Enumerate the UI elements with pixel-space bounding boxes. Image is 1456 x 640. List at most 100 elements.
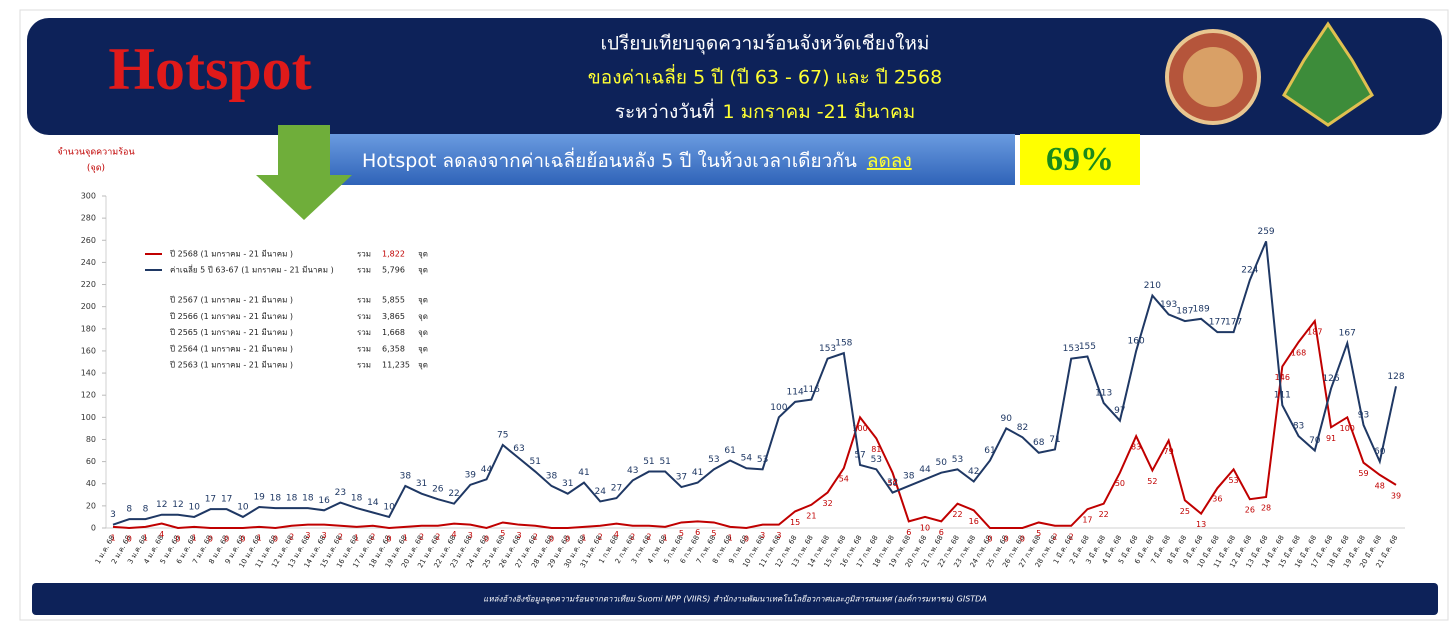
data-label: 2	[370, 532, 375, 541]
data-label: 21	[806, 511, 816, 520]
data-label: 3	[468, 531, 473, 540]
data-label: 31	[562, 479, 573, 489]
y-tick-label: 60	[86, 457, 96, 466]
data-label: 52	[1147, 477, 1157, 486]
y-tick-label: 180	[81, 324, 96, 333]
data-label: 93	[1358, 411, 1369, 421]
data-label: 167	[1339, 329, 1356, 339]
legend-total: 5,855	[382, 296, 405, 305]
data-label: 126	[1322, 374, 1339, 384]
legend-unit: จุด	[418, 312, 428, 321]
legend-unit: จุด	[418, 250, 428, 259]
legend-sum: รวม	[357, 250, 371, 259]
data-label: 38	[903, 471, 915, 481]
legend-label: ค่าเฉลี่ย 5 ปี 63-67 (1 มกราคม - 21 มีนา…	[170, 264, 334, 275]
footer-bg	[32, 583, 1438, 615]
data-label: 6	[695, 528, 700, 537]
data-label: 51	[530, 457, 541, 467]
period-range: 1 มกราคม -21 มีนาคม	[722, 101, 915, 123]
legend-total: 11,235	[382, 361, 410, 370]
data-label: 8	[143, 505, 149, 515]
data-label: 44	[481, 465, 493, 475]
data-label: 60	[1374, 447, 1386, 457]
y-tick-label: 260	[81, 236, 96, 245]
data-label: 146	[1275, 373, 1290, 382]
data-label: 2	[1069, 532, 1074, 541]
y-tick-label: 240	[81, 258, 96, 267]
y-tick-label: 280	[81, 214, 96, 223]
data-label: 158	[835, 339, 852, 349]
data-label: 16	[318, 496, 330, 506]
data-label: 41	[578, 468, 589, 478]
data-label: 0	[1004, 535, 1009, 544]
legend-unit: จุด	[418, 296, 428, 305]
y-tick-label: 80	[86, 435, 96, 444]
legend-label: ปี 2567 (1 มกราคม - 21 มีนาคม )	[169, 296, 293, 305]
data-label: 2	[533, 532, 538, 541]
data-label: 27	[611, 484, 622, 494]
data-label: 79	[1164, 447, 1174, 456]
data-label: 224	[1241, 266, 1258, 276]
data-label: 4	[159, 530, 164, 539]
data-label: 42	[968, 467, 979, 477]
percent-box	[1020, 134, 1140, 185]
y-tick-label: 40	[86, 479, 96, 488]
data-label: 26	[432, 485, 444, 495]
data-label: 2	[1052, 532, 1057, 541]
data-label: 16	[969, 517, 979, 526]
data-label: 71	[1049, 435, 1060, 445]
data-label: 5	[711, 529, 716, 538]
data-label: 155	[1079, 342, 1096, 352]
data-label: 18	[270, 494, 282, 504]
banner-bg	[330, 134, 1015, 185]
legend-label: ปี 2565 (1 มกราคม - 21 มีนาคม )	[169, 328, 293, 337]
data-label: 39	[465, 470, 477, 480]
data-label: 259	[1257, 227, 1274, 237]
legend-label: ปี 2566 (1 มกราคม - 21 มีนาคม )	[169, 312, 293, 321]
data-label: 37	[676, 473, 687, 483]
data-label: 53	[952, 455, 963, 465]
data-label: 100	[1340, 424, 1355, 433]
legend-total: 6,358	[382, 344, 405, 353]
data-label: 32	[822, 499, 832, 508]
data-label: 54	[839, 475, 849, 484]
banner-emphasis: ลดลง	[867, 150, 912, 172]
period-prefix: ระหว่างวันที่	[615, 98, 715, 123]
data-label: 0	[744, 535, 749, 544]
data-label: 1	[354, 533, 359, 542]
data-label: 36	[1212, 495, 1222, 504]
y-tick-label: 100	[81, 413, 96, 422]
data-label: 61	[724, 446, 735, 456]
data-label: 2	[646, 532, 651, 541]
y-tick-label: 140	[81, 369, 96, 378]
data-label: 2	[419, 532, 424, 541]
data-label: 8	[126, 505, 132, 515]
data-label: 43	[627, 466, 638, 476]
data-label: 59	[1358, 469, 1368, 478]
logo: Hotspot	[108, 36, 311, 102]
data-label: 97	[1114, 406, 1125, 416]
data-label: 6	[939, 528, 944, 537]
data-label: 50	[887, 479, 897, 488]
data-label: 3	[776, 531, 781, 540]
data-label: 189	[1193, 304, 1210, 314]
data-label: 0	[987, 535, 992, 544]
period: ระหว่างวันที่ 1 มกราคม -21 มีนาคม	[615, 98, 916, 123]
data-label: 177	[1209, 318, 1226, 328]
data-label: 6	[906, 528, 911, 537]
data-label: 0	[484, 535, 489, 544]
series-line	[112, 240, 1397, 526]
data-label: 23	[335, 488, 346, 498]
data-label: 61	[984, 446, 995, 456]
data-label: 15	[790, 518, 800, 527]
legend-total: 1,668	[382, 328, 405, 337]
data-label: 2	[338, 532, 343, 541]
data-label: 63	[513, 444, 524, 454]
legend-sum: รวม	[357, 296, 371, 305]
data-label: 10	[383, 502, 395, 512]
data-label: 1	[110, 533, 115, 542]
data-label: 90	[1001, 414, 1013, 424]
legend-label: ปี 2564 (1 มกราคม - 21 มีนาคม )	[169, 344, 293, 353]
data-label: 4	[614, 530, 619, 539]
data-label: 17	[221, 495, 232, 505]
